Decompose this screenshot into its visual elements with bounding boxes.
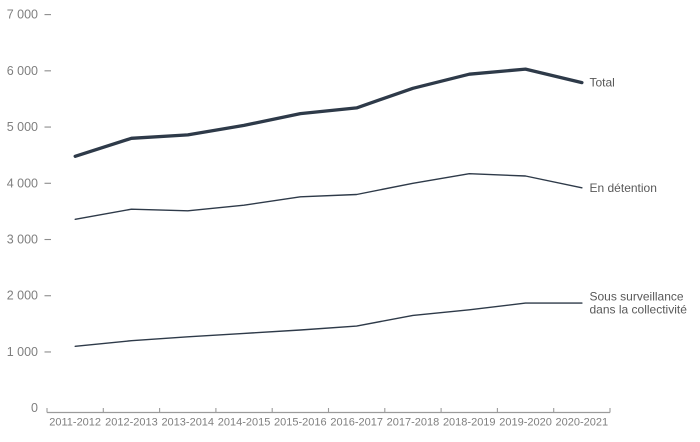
x-axis-tick-label: 2018-2019	[443, 417, 496, 429]
series-label-sous-surveillance-dans-la-collectivite: Sous surveillance	[590, 290, 684, 304]
x-axis-tick-label: 2020-2021	[556, 417, 609, 429]
series-line-sous-surveillance-dans-la-collectivite	[74, 302, 583, 347]
y-axis-tick-label: 2 000	[7, 289, 38, 303]
series-label-sous-surveillance-dans-la-collectivite: dans la collectivité	[590, 303, 688, 317]
series-line-total	[73, 67, 584, 158]
y-axis-tick-label: 4 000	[7, 176, 38, 190]
x-axis-tick-label: 2013-2014	[161, 417, 214, 429]
y-axis-tick-label: 6 000	[7, 64, 38, 78]
series-label-en-detention: En détention	[590, 181, 657, 195]
x-axis-tick-label: 2019-2020	[499, 417, 552, 429]
x-axis-tick-label: 2017-2018	[387, 417, 440, 429]
x-axis-tick-label: 2012-2013	[105, 417, 158, 429]
y-axis-tick-label: 7 000	[7, 8, 38, 22]
x-axis-tick-label: 2016-2017	[330, 417, 383, 429]
y-axis-tick-label: 0	[31, 401, 38, 415]
y-axis-tick-label: 1 000	[7, 345, 38, 359]
series-line-en-detention	[74, 172, 583, 221]
y-axis-tick-label: 5 000	[7, 120, 38, 134]
x-axis-tick-label: 2014-2015	[218, 417, 271, 429]
y-axis-tick-label: 3 000	[7, 233, 38, 247]
series-label-total: Total	[590, 76, 615, 90]
x-axis-tick-label: 2015-2016	[274, 417, 327, 429]
x-axis-tick-label: 2011-2012	[49, 417, 101, 429]
